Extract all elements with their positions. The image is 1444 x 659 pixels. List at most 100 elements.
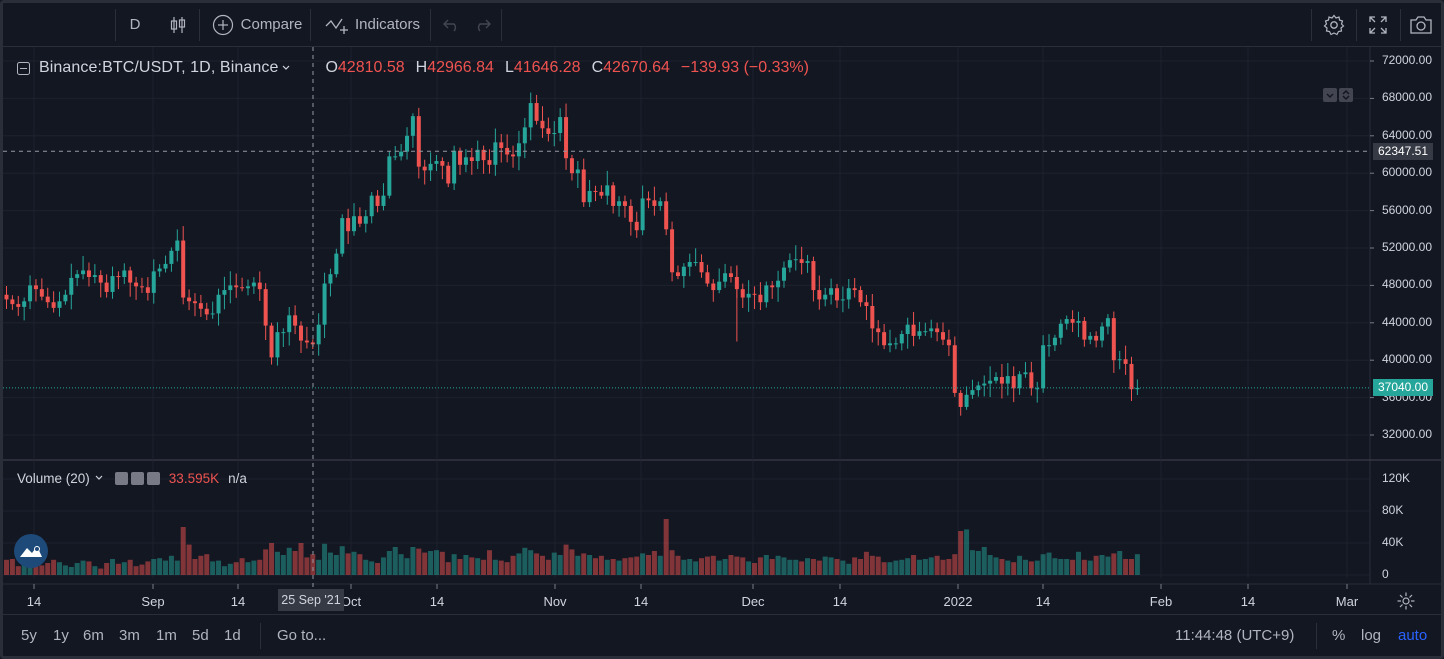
snapshot-button[interactable] <box>1403 3 1439 46</box>
candle-body <box>481 149 486 161</box>
auto-toggle[interactable]: auto <box>1398 627 1428 644</box>
high-value: 42966.84 <box>427 59 494 76</box>
volume-bar <box>722 559 728 575</box>
volume-bar <box>598 555 604 575</box>
volume-bar <box>1058 559 1064 575</box>
candle-body <box>416 116 421 167</box>
indicators-button[interactable]: Indicators <box>317 3 427 46</box>
visibility-icon[interactable] <box>114 471 128 485</box>
candle-body <box>946 339 951 346</box>
change-value: −139.93 (−0.33%) <box>680 59 809 76</box>
volume-bar <box>852 557 858 575</box>
range-1d[interactable]: 1d <box>224 627 241 644</box>
range-1y[interactable]: 1y <box>53 627 69 644</box>
candle-body <box>899 334 904 344</box>
chevron-down-icon[interactable] <box>281 63 291 73</box>
goto-button[interactable]: Go to... <box>277 627 327 644</box>
volume-bar <box>39 565 45 575</box>
range-5d[interactable]: 5d <box>192 627 209 644</box>
candle-body <box>399 151 404 157</box>
volume-bar <box>475 558 481 575</box>
volume-bar <box>92 566 98 575</box>
pane-down-button[interactable] <box>1323 88 1337 102</box>
candle-body <box>723 273 728 282</box>
volume-bar <box>563 544 569 575</box>
candle-body <box>369 195 374 217</box>
close-icon[interactable] <box>146 471 160 485</box>
volume-bar <box>86 561 92 575</box>
volume-bar <box>428 551 434 575</box>
volume-bar <box>4 559 9 575</box>
candle-body <box>1105 318 1110 327</box>
open-key: O <box>325 59 338 76</box>
candle-body <box>829 288 834 295</box>
symbol-title[interactable]: Binance:BTC/USDT, 1D, Binance <box>39 59 279 76</box>
volume-bar <box>198 555 204 575</box>
candle-body <box>852 288 857 291</box>
range-6m[interactable]: 6m <box>83 627 104 644</box>
volume-bar <box>481 559 487 575</box>
volume-bar <box>528 550 534 575</box>
toolbar-separator <box>430 9 431 41</box>
range-1m[interactable]: 1m <box>156 627 177 644</box>
undo-button[interactable] <box>437 3 467 46</box>
fullscreen-button[interactable] <box>1359 3 1397 46</box>
range-3m[interactable]: 3m <box>119 627 140 644</box>
candle-body <box>422 166 427 171</box>
clock[interactable]: 11:44:48 (UTC+9) <box>1175 627 1295 644</box>
volume-bar <box>704 556 710 575</box>
volume-bar <box>216 560 222 575</box>
volume-bar <box>1134 554 1140 575</box>
candle-body <box>511 154 516 157</box>
volume-bar <box>345 553 351 575</box>
volume-bar <box>416 548 422 575</box>
toolbar-separator <box>1400 9 1401 41</box>
candle-body <box>628 205 633 222</box>
redo-button[interactable] <box>467 3 497 46</box>
volume-bar <box>1046 552 1052 575</box>
candle-body <box>39 289 44 297</box>
candle-body <box>805 261 810 263</box>
candle-body <box>157 268 162 272</box>
interval-button[interactable]: D <box>120 3 150 46</box>
gear-icon[interactable] <box>130 471 144 485</box>
chevron-down-icon <box>1326 93 1334 99</box>
volume-bar <box>133 566 139 575</box>
candle-body <box>75 274 80 278</box>
candle-body <box>69 277 74 295</box>
volume-bar <box>622 558 628 575</box>
volume-bar <box>157 558 163 575</box>
log-toggle[interactable]: log <box>1361 627 1382 644</box>
candle-body <box>316 324 321 345</box>
symbol-legend: Binance:BTC/USDT, 1D, Binance O 42810.58 … <box>17 57 809 79</box>
volume-bar <box>110 559 116 575</box>
crosshair-date-label: 25 Sep '21 <box>278 589 344 611</box>
pane-maximize-button[interactable] <box>1339 88 1353 102</box>
tradingview-logo[interactable] <box>14 534 48 568</box>
volume-bar <box>210 561 216 575</box>
candle-body <box>611 185 616 206</box>
range-5y[interactable]: 5y <box>21 627 37 644</box>
volume-bar <box>192 559 198 575</box>
gear-icon[interactable] <box>1396 591 1416 611</box>
candle-body <box>634 221 639 231</box>
volume-title[interactable]: Volume (20) <box>17 470 90 486</box>
volume-bar <box>180 527 186 575</box>
candle-body <box>16 304 21 307</box>
chart-type-button[interactable] <box>163 3 193 46</box>
volume-bar <box>551 552 557 575</box>
volume-bar <box>763 555 769 575</box>
collapse-icon[interactable] <box>17 61 30 75</box>
volume-bar <box>1040 554 1046 575</box>
percent-toggle[interactable]: % <box>1332 627 1346 644</box>
candle-body <box>340 218 345 254</box>
candle-body <box>499 142 504 148</box>
volume-bar <box>534 553 540 575</box>
settings-button[interactable] <box>1317 3 1351 46</box>
volume-bar <box>439 551 445 575</box>
compare-button[interactable]: Compare <box>205 3 309 46</box>
chevron-down-icon[interactable] <box>94 473 104 483</box>
volume-bar <box>805 558 811 575</box>
volume-bar <box>298 543 304 575</box>
